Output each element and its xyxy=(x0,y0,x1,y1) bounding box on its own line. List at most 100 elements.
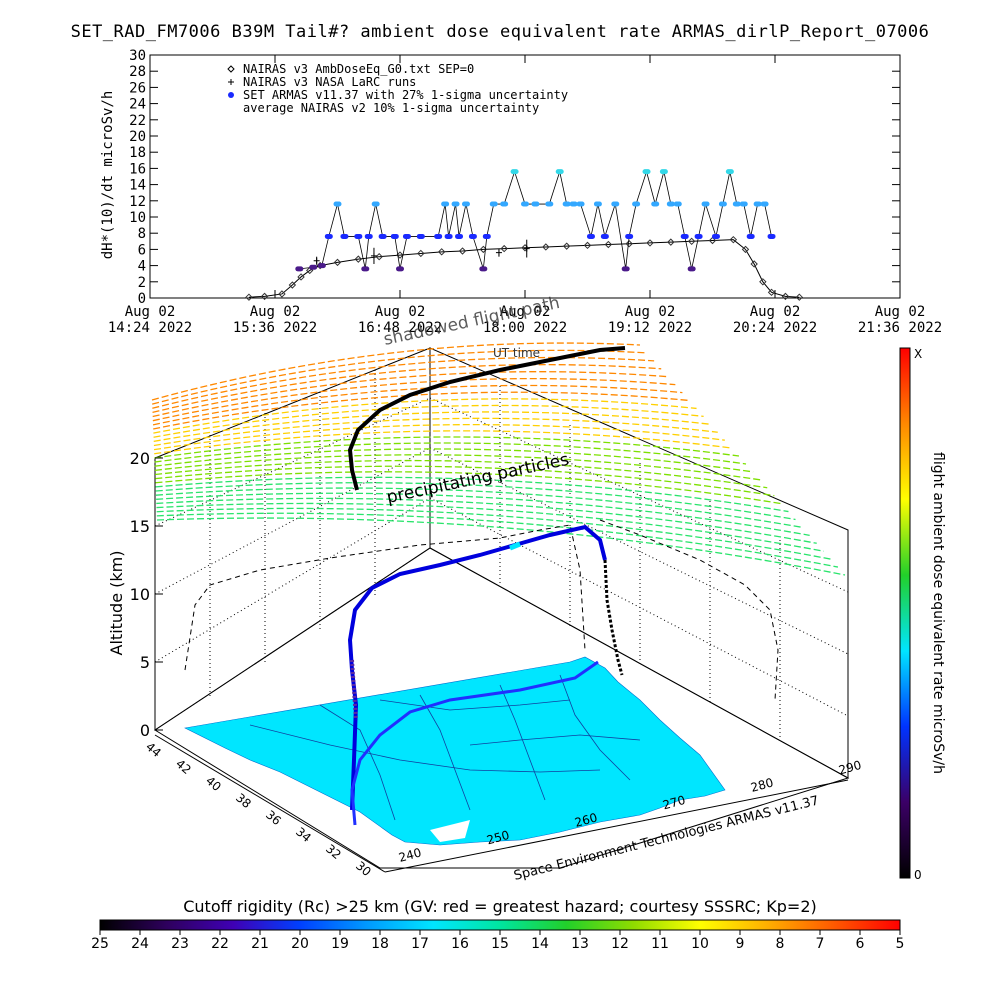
armas-point xyxy=(767,233,776,239)
ground-flight-track xyxy=(350,660,599,826)
nairas-v3-point xyxy=(729,235,738,244)
armas-point xyxy=(361,266,370,272)
armas-point xyxy=(402,233,411,239)
nairas-v3-point xyxy=(278,290,286,298)
hazard-plane-row xyxy=(152,349,648,405)
rigidity-tick-label: 5 xyxy=(896,936,905,952)
rigidity-tick-label: 8 xyxy=(776,936,785,952)
altitude-tick-label: 5 xyxy=(140,653,150,672)
hazard-plane-row xyxy=(152,371,669,418)
armas-point xyxy=(711,233,720,239)
nairas-v3-point xyxy=(667,238,675,246)
hazard-plane-row xyxy=(154,454,761,481)
latitude-tick-label: 36 xyxy=(263,808,284,829)
y-tick-label: 26 xyxy=(129,80,146,96)
flight-path-above-plane xyxy=(347,346,626,491)
armas-point xyxy=(555,169,564,175)
nairas-v3-point xyxy=(625,240,633,248)
y-tick-label: 6 xyxy=(138,242,146,258)
hazard-plane-row xyxy=(153,404,704,438)
rigidity-tick-label: 17 xyxy=(411,936,429,952)
hazard-plane-row xyxy=(156,502,824,552)
hazard-plane-row xyxy=(152,364,662,414)
hazard-plane-row xyxy=(152,356,655,409)
nairas-v3-point xyxy=(750,260,758,268)
armas-point xyxy=(562,201,571,207)
nairas-v3-point xyxy=(759,278,767,286)
armas-point xyxy=(444,233,453,239)
armas-point xyxy=(468,233,477,239)
lat-axis xyxy=(154,734,386,873)
nairas-v3-point xyxy=(646,239,654,247)
armas-point xyxy=(521,201,529,207)
y-tick-label: 20 xyxy=(129,129,146,145)
longitude-tick-labels: 240 250 260 270 280 290 xyxy=(397,758,863,865)
hazard-plane-row xyxy=(154,436,740,459)
y-tick-label: 18 xyxy=(129,145,146,161)
armas-point xyxy=(642,169,651,175)
longitude-tick-label: 250 xyxy=(485,828,511,847)
longitude-tick-label: 290 xyxy=(837,758,863,777)
altitude-tick-label: 20 xyxy=(130,449,150,468)
armas-point xyxy=(317,263,326,269)
hazard-plane-row xyxy=(155,476,789,513)
rigidity-tick-label: 12 xyxy=(611,936,629,952)
altitude-axis: 0 5 10 15 20 xyxy=(130,449,163,740)
armas-point xyxy=(625,233,634,239)
armas-point xyxy=(378,233,387,239)
nairas-v3-point xyxy=(297,273,305,281)
hazard-plane-row xyxy=(154,430,732,455)
armas-point xyxy=(479,266,488,272)
nairas-v3-point xyxy=(500,244,508,253)
armas-point xyxy=(666,201,675,207)
armas-point xyxy=(687,266,696,272)
map-state-borders xyxy=(249,674,641,821)
rigidity-tick-label: 10 xyxy=(691,936,709,952)
armas-point xyxy=(621,266,630,272)
box-floor xyxy=(154,547,850,869)
armas-point xyxy=(441,201,450,207)
x-tick-time: 19:12 2022 xyxy=(608,320,692,336)
hazard-plane-row xyxy=(153,424,725,451)
legend-plus-icon xyxy=(228,79,234,85)
armas-point xyxy=(593,201,602,207)
armas-point xyxy=(680,233,689,239)
hazard-plane-row xyxy=(156,492,810,536)
y-tick-label: 0 xyxy=(138,291,146,307)
legend-diamond-icon xyxy=(227,65,235,73)
dose-colorbar-axis-label: flight ambient dose equivalent rate micr… xyxy=(930,452,946,774)
latitude-tick-label: 38 xyxy=(233,791,254,812)
ut-time-label: UT time xyxy=(493,346,540,360)
nairas-v3-point xyxy=(542,243,550,251)
latitude-tick-label: 44 xyxy=(143,740,164,761)
nairas-v3-point xyxy=(458,247,467,255)
dose-colorbar-bar xyxy=(899,347,911,879)
flight-path-descent xyxy=(603,559,624,676)
armas-point xyxy=(611,201,620,207)
armas-point xyxy=(569,201,578,207)
armas-point xyxy=(673,201,682,207)
nairas-v3-point xyxy=(375,252,383,261)
nairas-v3-point xyxy=(288,281,297,289)
rigidity-colorbar-bar xyxy=(99,919,901,931)
legend-label: NAIRAS v3 AmbDoseEq_G0.txt SEP=0 xyxy=(243,62,474,76)
armas-point xyxy=(500,201,509,207)
rigidity-tick-label: 24 xyxy=(131,936,149,952)
armas-point xyxy=(295,266,304,272)
armas-point xyxy=(489,201,498,207)
armas-point xyxy=(753,201,762,207)
latitude-tick-label: 32 xyxy=(323,842,344,863)
page-title: SET_RAD_FM7006 B39M Tail#? ambient dose … xyxy=(70,22,930,42)
rigidity-tick-label: 6 xyxy=(856,936,865,952)
x-tick-time: 21:36 2022 xyxy=(858,320,942,336)
y-tick-label: 30 xyxy=(129,48,146,64)
armas-point xyxy=(354,233,363,239)
armas-point xyxy=(340,233,349,239)
rigidity-tick-label: 15 xyxy=(491,936,509,952)
armas-point xyxy=(725,169,734,175)
longitude-tick-label: 260 xyxy=(573,810,599,829)
altitude-tick-label: 10 xyxy=(130,585,150,604)
